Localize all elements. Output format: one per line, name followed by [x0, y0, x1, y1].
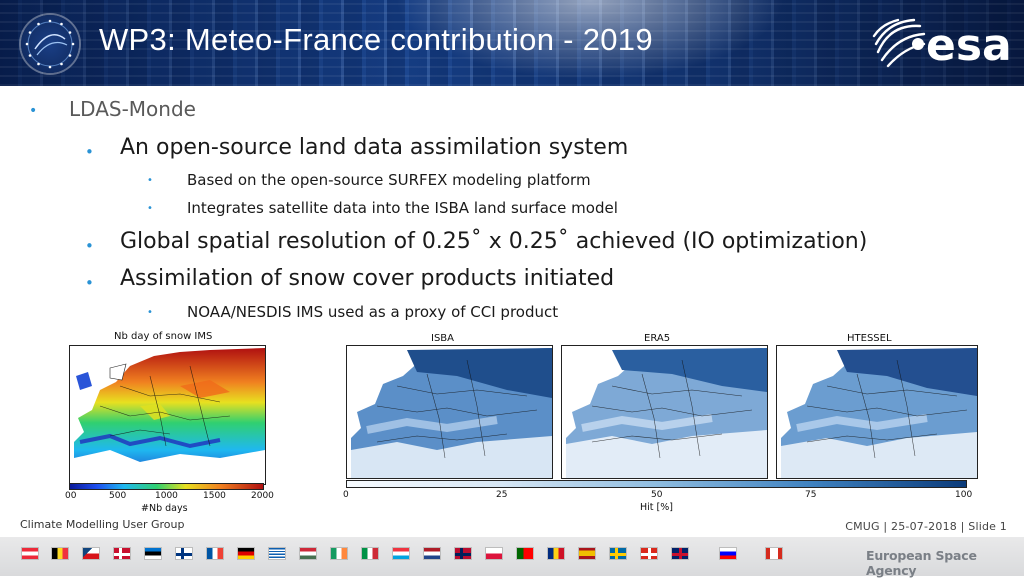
- isba-hit-map: [346, 345, 553, 479]
- flag-belgium-icon: [51, 547, 69, 560]
- bullet-icon: •: [85, 274, 94, 292]
- slide-title: WP3: Meteo-France contribution - 2019: [99, 22, 653, 57]
- bullet-icon: •: [147, 307, 153, 318]
- hit-colorbar-tick: 50: [651, 490, 663, 500]
- flag-italy-icon: [361, 547, 379, 560]
- snow-colorbar-tick: 1500: [203, 491, 226, 501]
- snow-colorbar-tick: 00: [65, 491, 77, 501]
- flag-poland-icon: [485, 547, 503, 560]
- bullet-icon: •: [147, 203, 153, 214]
- footer-organization: Climate Modelling User Group: [20, 518, 185, 531]
- bullet-icon: •: [85, 237, 94, 255]
- esa-logo: esa: [868, 14, 1013, 74]
- bullet-icon: •: [147, 175, 153, 186]
- flag-united-kingdom-icon: [671, 547, 689, 560]
- flag-denmark-icon: [113, 547, 131, 560]
- bullet-l2-open-source: An open-source land data assimilation sy…: [120, 135, 629, 160]
- snow-days-map: [69, 345, 266, 485]
- flag-ireland-icon: [330, 547, 348, 560]
- bullet-l2-snow: Assimilation of snow cover products init…: [120, 266, 615, 291]
- flag-portugal-icon: [516, 547, 534, 560]
- bullet-icon: •: [29, 103, 38, 119]
- panel-title-isba: ISBA: [431, 333, 454, 344]
- hit-colorbar: [346, 480, 967, 488]
- footer-agency-name: European Space Agency: [866, 548, 977, 578]
- bullet-l3-surfex: Based on the open-source SURFEX modeling…: [187, 171, 591, 189]
- flag-slovenia-icon: [719, 547, 737, 560]
- flag-greece-icon: [268, 547, 286, 560]
- snow-map-title: Nb day of snow IMS: [114, 331, 213, 342]
- snow-days-colorbar: [69, 483, 264, 490]
- flag-netherlands-icon: [423, 547, 441, 560]
- flag-france-icon: [206, 547, 224, 560]
- flag-romania-icon: [547, 547, 565, 560]
- esa-logo-text: esa: [926, 20, 1012, 71]
- banner-texture: [0, 0, 1024, 86]
- banner-highlight: [380, 0, 800, 86]
- snow-colorbar-tick: 1000: [155, 491, 178, 501]
- bullet-l3-isba: Integrates satellite data into the ISBA …: [187, 199, 618, 217]
- project-emblem-icon: [21, 15, 79, 73]
- flag-luxembourg-icon: [392, 547, 410, 560]
- member-states-flag-bar: [0, 537, 1024, 576]
- bullet-l3-ims: NOAA/NESDIS IMS used as a proxy of CCI p…: [187, 303, 559, 321]
- snow-colorbar-tick: 2000: [251, 491, 274, 501]
- flag-finland-icon: [175, 547, 193, 560]
- hit-colorbar-label: Hit [%]: [640, 502, 673, 513]
- hit-colorbar-tick: 75: [805, 490, 817, 500]
- flag-estonia-icon: [144, 547, 162, 560]
- hit-colorbar-tick: 25: [496, 490, 508, 500]
- flag-canada-icon: [765, 547, 783, 560]
- flag-austria-icon: [21, 547, 39, 560]
- bullet-l2-resolution: Global spatial resolution of 0.25˚ x 0.2…: [120, 229, 868, 254]
- flag-norway-icon: [454, 547, 472, 560]
- hit-colorbar-tick: 100: [955, 490, 973, 500]
- htessel-hit-map: [776, 345, 978, 479]
- era5-hit-map: [561, 345, 768, 479]
- flag-hungary-icon: [299, 547, 317, 560]
- flag-germany-icon: [237, 547, 255, 560]
- panel-title-era5: ERA5: [644, 333, 671, 344]
- footer-slide-info: CMUG | 25-07-2018 | Slide 1: [845, 520, 1007, 533]
- flag-sweden-icon: [609, 547, 627, 560]
- snow-colorbar-tick: 500: [109, 491, 127, 501]
- flag-switzerland-icon: [640, 547, 658, 560]
- flag-czech-republic-icon: [82, 547, 100, 560]
- hit-colorbar-tick: 0: [343, 490, 349, 500]
- flag-spain-icon: [578, 547, 596, 560]
- header-banner: [0, 0, 1024, 86]
- panel-title-htessel: HTESSEL: [847, 333, 892, 344]
- snow-colorbar-label: #Nb days: [141, 503, 188, 514]
- bullet-icon: •: [85, 143, 94, 161]
- bullet-l1-ldas: LDAS-Monde: [69, 97, 196, 121]
